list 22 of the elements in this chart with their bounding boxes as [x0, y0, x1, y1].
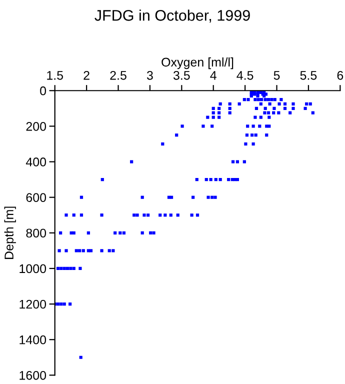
x-tick-label: 5 [274, 71, 280, 80]
y-tick-label: 400 [26, 158, 46, 166]
chart-title: JFDG in October, 1999 [94, 10, 250, 23]
y-tick-label: 600 [26, 193, 46, 202]
x-tick-label: 3.5 [173, 70, 190, 80]
y-tick-label: 1000 [20, 264, 46, 274]
y-tick-label: 1400 [20, 335, 46, 344]
x-tick-label: 6 [337, 70, 344, 80]
y-tick-label: 200 [26, 122, 46, 131]
y-tick-label: 1200 [20, 300, 46, 309]
x-axis-title: Oxygen [ml/l] [162, 57, 234, 70]
x-tick-label: 2.5 [110, 70, 126, 80]
y-tick-label: 800 [26, 228, 46, 238]
x-tick-label: 3 [146, 70, 153, 80]
y-axis-title: Depth [m] [4, 206, 16, 259]
x-tick-label: 4 [210, 71, 216, 80]
y-tick-label: 1600 [20, 370, 46, 380]
y-tick-label: 0 [40, 86, 46, 96]
x-tick-label: 1.5 [47, 71, 64, 80]
x-tick-label: 5.5 [300, 71, 317, 80]
x-tick-label: 4.5 [236, 71, 254, 80]
x-tick-label: 2 [84, 70, 90, 80]
